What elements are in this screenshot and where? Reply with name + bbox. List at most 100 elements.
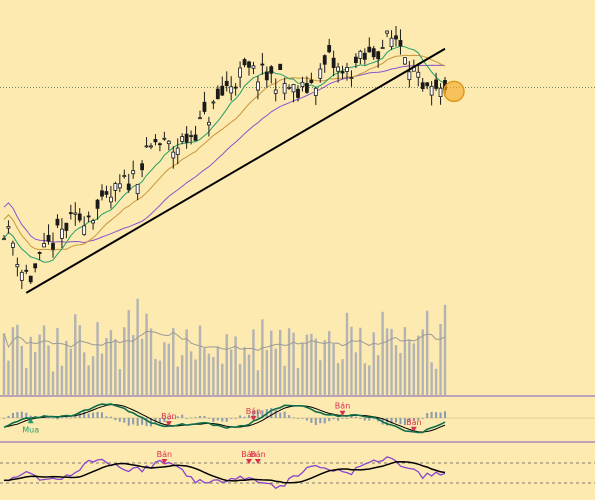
rsi-sell-signal-label: Bán bbox=[250, 450, 265, 459]
candle-body bbox=[11, 243, 14, 247]
candle-body bbox=[38, 252, 41, 253]
candle-body bbox=[430, 86, 433, 95]
candle-body bbox=[310, 80, 313, 82]
candle-body bbox=[212, 102, 215, 103]
volume-bar bbox=[145, 314, 147, 395]
candle-body bbox=[439, 88, 442, 96]
macd-histogram-bar bbox=[7, 416, 9, 418]
macd-histogram-bar bbox=[355, 417, 357, 418]
volume-bar bbox=[221, 364, 223, 395]
candle-body bbox=[52, 243, 55, 249]
volume-bar bbox=[38, 335, 40, 395]
candle-body bbox=[279, 64, 282, 69]
candle-body bbox=[341, 72, 344, 74]
macd-histogram-bar bbox=[288, 415, 290, 418]
volume-bar bbox=[368, 365, 370, 395]
candle-body bbox=[390, 38, 393, 46]
candle-body bbox=[132, 171, 135, 174]
volume-bar bbox=[119, 369, 121, 395]
macd-histogram-bar bbox=[101, 412, 103, 418]
candle-body bbox=[426, 83, 429, 86]
volume-bar bbox=[87, 365, 89, 395]
candle-body bbox=[256, 82, 259, 90]
candle-body bbox=[395, 36, 398, 39]
volume-bar bbox=[395, 345, 397, 395]
candle-body bbox=[158, 144, 161, 145]
macd-histogram-bar bbox=[52, 418, 54, 419]
candle-body bbox=[221, 86, 224, 95]
volume-bar bbox=[279, 330, 281, 395]
macd-histogram-bar bbox=[3, 418, 5, 419]
volume-bar bbox=[332, 344, 334, 395]
volume-bar bbox=[132, 335, 134, 395]
sell-signal-label: Bán bbox=[246, 407, 261, 416]
macd-histogram-bar bbox=[431, 412, 433, 418]
candle-body bbox=[248, 62, 251, 67]
volume-bar bbox=[217, 346, 219, 395]
macd-histogram-bar bbox=[97, 412, 99, 418]
candle-body bbox=[314, 88, 317, 95]
candle-body bbox=[381, 47, 384, 48]
volume-bar bbox=[194, 359, 196, 395]
candle-body bbox=[83, 226, 86, 235]
volume-bar bbox=[426, 311, 428, 395]
volume-bar bbox=[163, 342, 165, 395]
candle-body bbox=[350, 78, 353, 79]
macd-histogram-bar bbox=[359, 418, 361, 419]
volume-bar bbox=[297, 368, 299, 395]
volume-bar bbox=[310, 334, 312, 395]
volume-bar bbox=[266, 350, 268, 395]
candle-body bbox=[265, 72, 268, 80]
macd-histogram-bar bbox=[239, 415, 241, 418]
volume-bar bbox=[21, 346, 23, 395]
candle-body bbox=[199, 118, 202, 119]
volume-bar bbox=[212, 357, 214, 395]
macd-histogram-bar bbox=[328, 418, 330, 421]
macd-histogram-bar bbox=[426, 413, 428, 418]
candle-body bbox=[145, 146, 148, 147]
volume-bar bbox=[105, 338, 107, 395]
candle-body bbox=[252, 66, 255, 68]
macd-histogram-bar bbox=[92, 412, 94, 418]
candle-body bbox=[194, 135, 197, 141]
macd-histogram-bar bbox=[422, 418, 424, 419]
candle-body bbox=[141, 164, 144, 170]
candle-body bbox=[181, 136, 184, 141]
volume-bar bbox=[128, 310, 130, 395]
macd-histogram-bar bbox=[181, 415, 183, 418]
volume-bar bbox=[168, 344, 170, 395]
macd-histogram-bar bbox=[212, 418, 214, 422]
macd-histogram-bar bbox=[440, 413, 442, 418]
macd-histogram-bar bbox=[275, 410, 277, 418]
volume-bar bbox=[12, 327, 14, 395]
volume-bar bbox=[16, 325, 18, 395]
candle-body bbox=[328, 45, 331, 51]
volume-bar bbox=[341, 359, 343, 395]
volume-bar bbox=[337, 363, 339, 395]
candle-body bbox=[74, 213, 77, 214]
candle-body bbox=[234, 87, 237, 88]
macd-histogram-bar bbox=[444, 411, 446, 418]
candle-body bbox=[305, 83, 308, 92]
candle-body bbox=[3, 239, 6, 240]
macd-histogram-bar bbox=[310, 418, 312, 423]
volume-bar bbox=[413, 343, 415, 395]
volume-bar bbox=[141, 339, 143, 395]
candle-body bbox=[109, 197, 112, 202]
volume-bar bbox=[381, 312, 383, 395]
candle-body bbox=[372, 49, 375, 57]
candle-body bbox=[118, 184, 121, 188]
volume-bar bbox=[324, 340, 326, 395]
volume-bar bbox=[359, 328, 361, 395]
candle-body bbox=[363, 53, 366, 59]
macd-histogram-bar bbox=[12, 413, 14, 418]
volume-bar bbox=[243, 347, 245, 395]
candle-body bbox=[172, 152, 175, 158]
volume-bar bbox=[7, 361, 9, 395]
candle-body bbox=[56, 219, 59, 225]
volume-bar bbox=[346, 313, 348, 395]
volume-bar bbox=[154, 359, 156, 395]
volume-bar bbox=[301, 343, 303, 395]
volume-bar bbox=[199, 326, 201, 395]
macd-histogram-bar bbox=[244, 417, 246, 418]
